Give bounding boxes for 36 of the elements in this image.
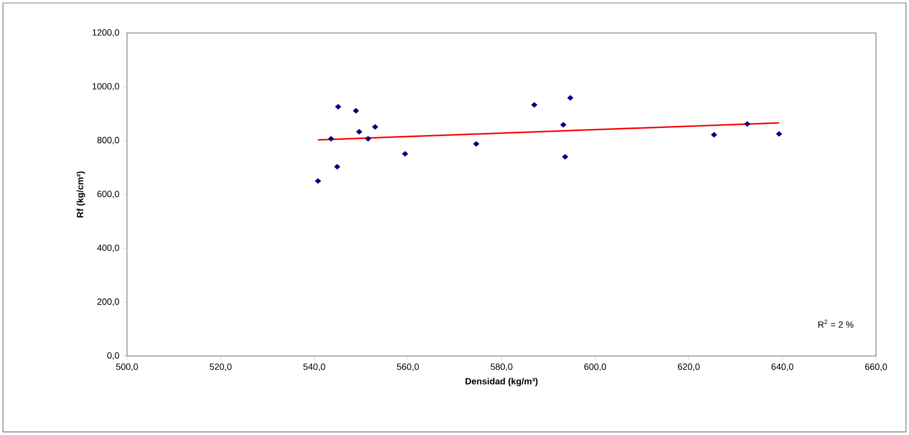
y-tick-label: 400,0 [97,244,120,252]
x-axis-title: Densidad (kg/m³) [466,378,538,386]
point [352,108,360,114]
x-tick-label: 560,0 [396,364,419,371]
annotation: R$^{2}$ = 2 % [818,320,854,328]
y-axis-title: Rf (kg/cm²) [76,171,86,218]
point [335,104,342,110]
x-tick-label: 660,0 [865,364,887,371]
y-tick-label: 1200,0 [92,29,120,37]
point [402,151,408,157]
y-tick-label: 0,0 [107,352,120,360]
x-tick-label: 520,0 [210,364,232,371]
point [473,141,480,147]
x-tick-label: 540,0 [303,364,326,371]
point [560,122,566,128]
y-tick-label: 1000,0 [92,83,120,91]
y-tick-label: 800,0 [97,136,120,144]
x-tick-label: 500,0 [116,364,138,371]
point [562,154,568,160]
y-tick-label: 200,0 [97,298,120,306]
point [334,164,340,170]
point [531,102,538,108]
point [744,121,750,127]
point [364,136,372,142]
x-tick-label: 580,0 [490,364,512,371]
point [372,124,378,130]
x-tick-label: 640,0 [772,364,794,371]
x-tick-label: 600,0 [584,364,606,371]
point [710,132,718,138]
point [567,95,574,101]
y-tick-label: 600,0 [97,190,120,198]
point [314,178,322,184]
point [776,131,782,137]
point [328,136,334,142]
point [356,128,362,135]
x-tick-label: 620,0 [678,364,700,371]
